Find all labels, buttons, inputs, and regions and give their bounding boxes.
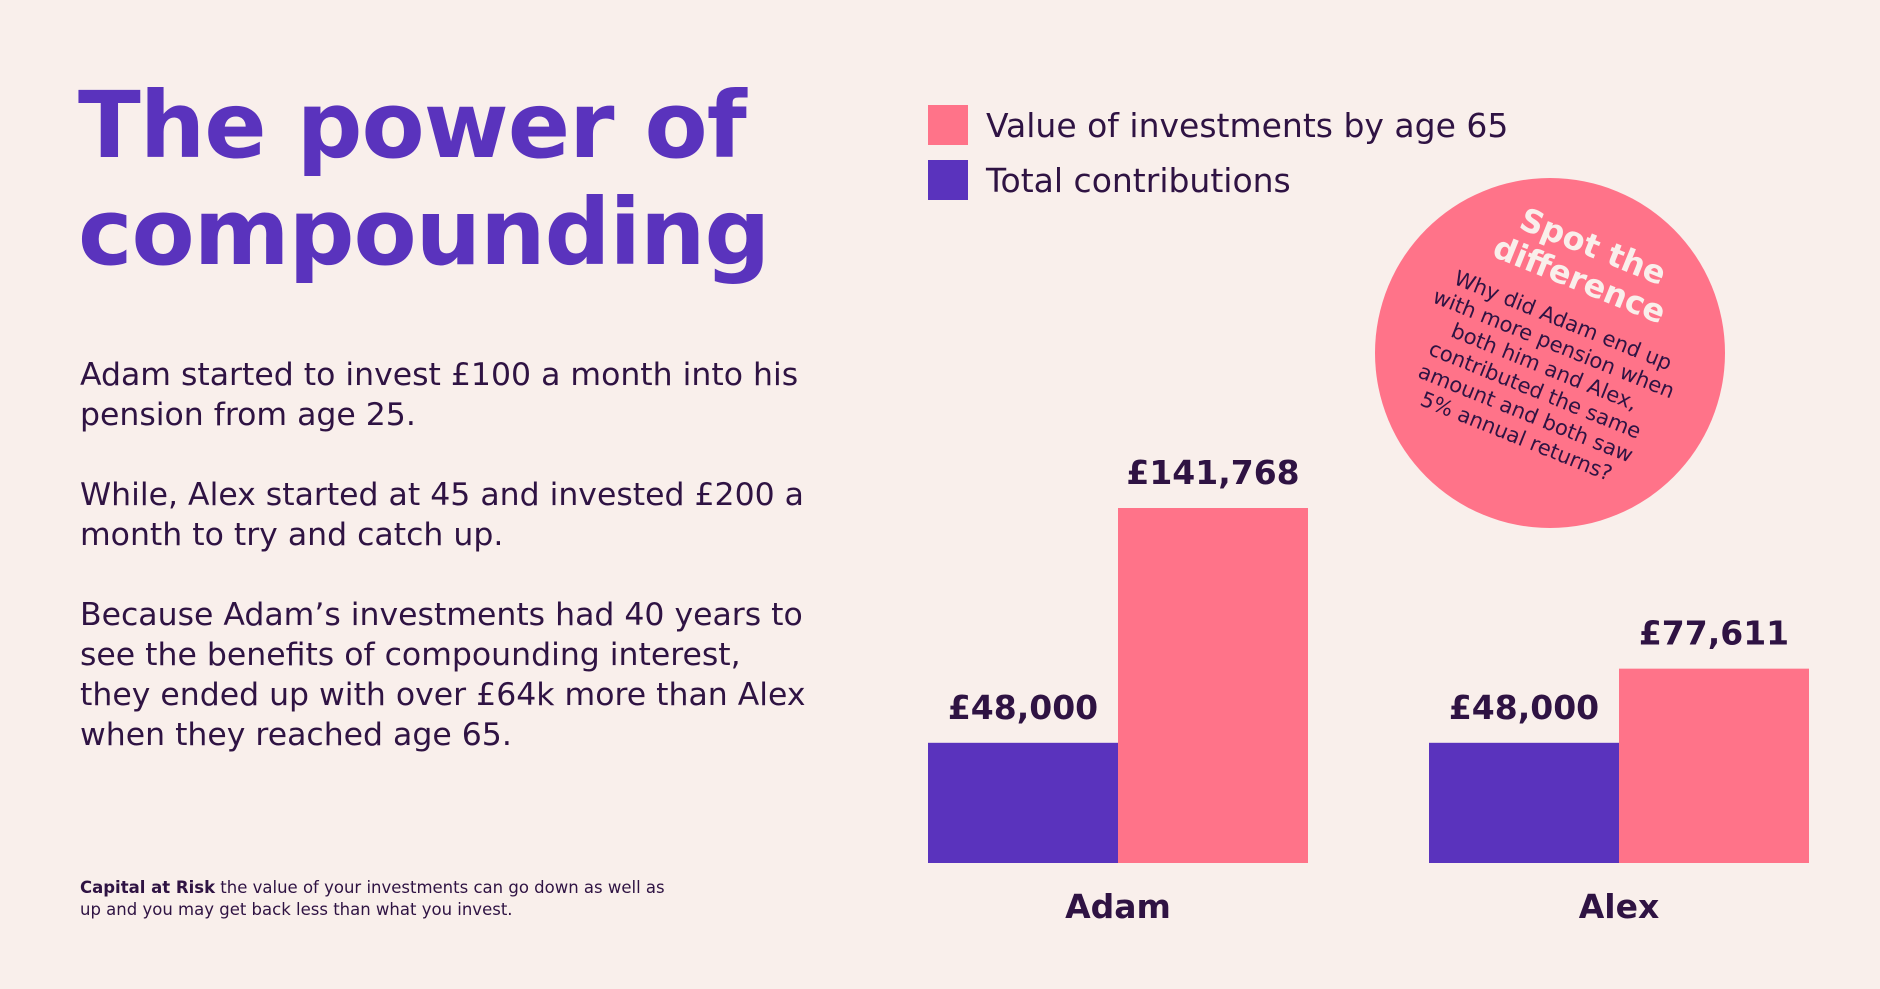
bar-adam-total-contributions — [928, 742, 1118, 863]
data-label-adam-total-contributions: £48,000 — [948, 688, 1098, 727]
risk-disclaimer-heading: Capital at Risk — [80, 878, 216, 897]
data-label-alex-value-of-investments-by-age-65: £77,611 — [1639, 614, 1789, 653]
data-label-adam-value-of-investments-by-age-65: £141,768 — [1126, 453, 1299, 492]
risk-disclaimer: Capital at Risk the value of your invest… — [80, 877, 680, 921]
bar-adam-value-of-investments-by-age-65 — [1118, 508, 1308, 863]
category-label-adam: Adam — [1065, 887, 1171, 926]
data-label-alex-total-contributions: £48,000 — [1449, 688, 1599, 727]
legend-item-value: Value of investments by age 65 — [928, 105, 1508, 145]
category-label-alex: Alex — [1579, 887, 1660, 926]
legend-swatch-contributions — [928, 160, 968, 200]
bar-alex-total-contributions — [1429, 742, 1619, 863]
bar-alex-value-of-investments-by-age-65 — [1619, 668, 1809, 863]
page-title: The power of compounding — [78, 72, 770, 286]
legend-label-contributions: Total contributions — [986, 160, 1291, 200]
spot-the-difference-callout: Spot the difference Why did Adam end up … — [1375, 178, 1725, 528]
intro-paragraph-alex: While, Alex started at 45 and invested £… — [80, 477, 804, 553]
legend-item-contributions: Total contributions — [928, 160, 1291, 200]
conclusion-paragraph: Because Adam’s investments had 40 years … — [80, 597, 806, 753]
intro-paragraph-adam: Adam started to invest £100 a month into… — [80, 357, 799, 433]
risk-disclaimer-text: the value of your investments can go dow… — [80, 878, 665, 919]
legend-label-value: Value of investments by age 65 — [986, 105, 1509, 145]
legend-swatch-value — [928, 105, 968, 145]
